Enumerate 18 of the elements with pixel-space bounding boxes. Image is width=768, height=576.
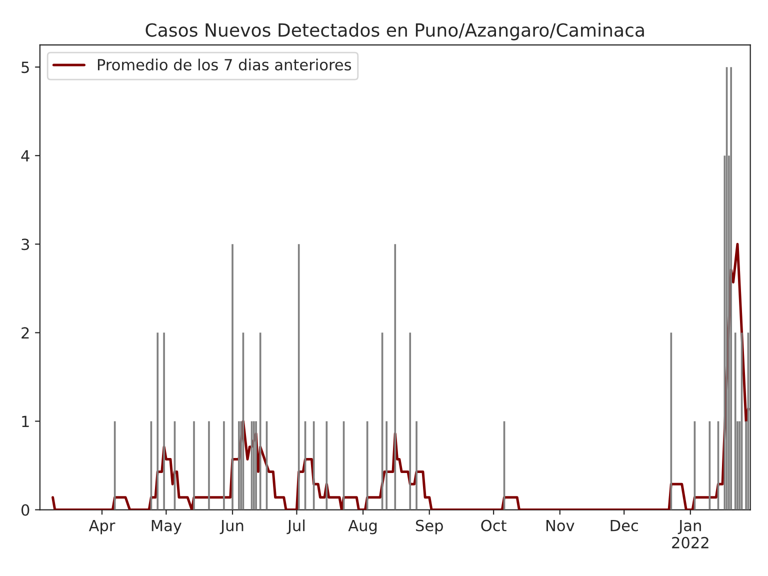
legend-label: Promedio de los 7 dias anteriores — [98, 58, 352, 71]
y-tick-label: 3 — [22, 238, 29, 250]
x-tick-label: May — [152, 520, 182, 534]
x-tick-label: Jun — [220, 520, 244, 534]
x-tick-label: Dec — [610, 520, 638, 532]
y-tick-label: 2 — [22, 327, 29, 338]
x-tick-label: Jul — [286, 519, 304, 534]
y-tick-label: 1 — [22, 416, 29, 428]
x-tick-label: Oct — [481, 520, 506, 532]
x-tick-label: Apr — [88, 520, 116, 534]
y-tick-label: 5 — [22, 62, 29, 74]
y-tick-label: 4 — [21, 150, 30, 162]
y-tick-label: 0 — [22, 504, 30, 516]
x-tick-label: Jan 2022 — [672, 520, 708, 548]
x-tick-label: Nov — [546, 520, 574, 532]
x-tick-label: Aug — [348, 520, 377, 534]
x-tick-label: Sep — [416, 520, 443, 534]
chart-title: Casos Nuevos Detectados en Puno/Azangaro/Caminaca — [146, 22, 644, 40]
